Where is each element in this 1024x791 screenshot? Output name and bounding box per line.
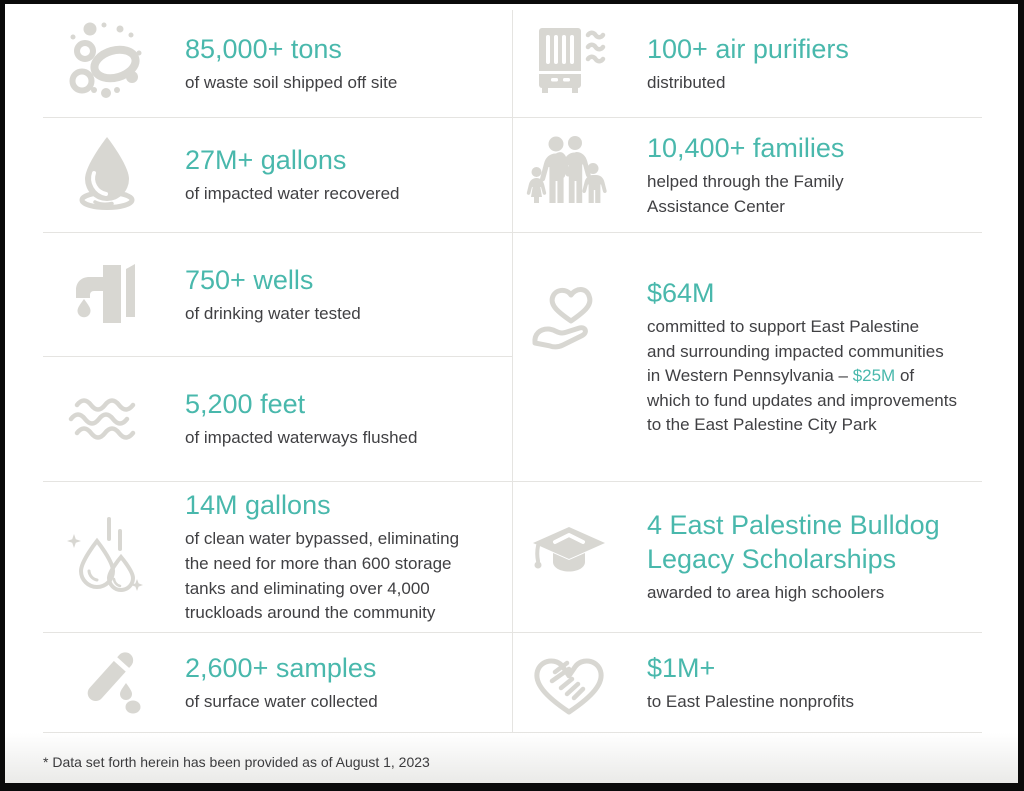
stat-value: 27M+ gallons: [185, 145, 347, 176]
stat-value: 100+ air purifiers: [647, 33, 849, 64]
stat-value: 10,400+ families: [647, 132, 845, 163]
stat-desc: of surface water collected: [185, 691, 378, 711]
stat-desc: distributed: [647, 72, 726, 92]
stat-desc: to East Palestine nonprofits: [647, 691, 854, 711]
family-icon: [519, 129, 619, 221]
stat-desc: helped through the Family Assistance Cen…: [647, 171, 844, 216]
stat-value: $64M: [647, 277, 715, 308]
stat-value: 14M gallons: [185, 490, 331, 521]
left-column: 85,000+ tons of waste soil shipped off s…: [43, 10, 512, 733]
stat-desc: committed to support East Palestine and …: [647, 315, 957, 438]
stat-value: $1M+: [647, 652, 716, 683]
graduation-cap-icon: [519, 511, 619, 603]
stat-desc: of clean water bypassed, eliminating the…: [185, 529, 460, 623]
water-drop-icon: [57, 129, 157, 221]
stat-value: 85,000+ tons: [185, 33, 342, 64]
stat-desc: awarded to area high schoolers: [647, 583, 885, 603]
stat-wells-tested: 750+ wells of drinking water tested: [43, 233, 512, 357]
heart-in-hand-icon: [519, 277, 619, 369]
test-tube-icon: [57, 637, 157, 729]
stat-desc: of impacted water recovered: [185, 184, 400, 204]
stats-grid: 85,000+ tons of waste soil shipped off s…: [43, 10, 982, 733]
desc-after: of which to fund updates and improvement…: [647, 366, 957, 435]
stat-waste-soil: 85,000+ tons of waste soil shipped off s…: [43, 10, 512, 118]
stat-value: 2,600+ samples: [185, 652, 377, 683]
stat-desc: of waste soil shipped off site: [185, 72, 398, 92]
footnote: * Data set forth herein has been provide…: [43, 754, 430, 770]
stat-desc: of drinking water tested: [185, 303, 361, 323]
stat-value: 5,200 feet: [185, 389, 306, 420]
stat-value: 4 East Palestine Bulldog Legacy Scholars…: [647, 510, 940, 575]
stat-surface-water-samples: 2,600+ samples of surface water collecte…: [43, 633, 512, 733]
stat-families-helped: 10,400+ families helped through the Fami…: [513, 118, 982, 233]
stat-committed-funds: $64M committed to support East Palestine…: [513, 233, 982, 482]
desc-highlight: $25M: [852, 366, 896, 386]
stat-waterways-flushed: 5,200 feet of impacted waterways flushed: [43, 357, 512, 482]
heart-handshake-icon: [519, 637, 619, 729]
stat-value: 750+ wells: [185, 264, 314, 295]
stat-water-recovered: 27M+ gallons of impacted water recovered: [43, 118, 512, 233]
stat-air-purifiers: 100+ air purifiers distributed: [513, 10, 982, 118]
water-pump-icon: [57, 249, 157, 341]
clean-water-drops-icon: [57, 511, 157, 603]
stat-nonprofit-donations: $1M+ to East Palestine nonprofits: [513, 633, 982, 733]
stat-scholarships: 4 East Palestine Bulldog Legacy Scholars…: [513, 482, 982, 633]
stat-clean-water-bypassed: 14M gallons of clean water bypassed, eli…: [43, 482, 512, 633]
desc-before: committed to support East Palestine and …: [647, 316, 944, 386]
stat-desc: of impacted waterways flushed: [185, 428, 418, 448]
soil-icon: [57, 18, 157, 110]
air-purifier-icon: [519, 18, 619, 110]
right-column: 100+ air purifiers distributed: [512, 10, 982, 733]
footer: * Data set forth herein has been provide…: [5, 733, 1018, 783]
waves-icon: [57, 373, 157, 465]
